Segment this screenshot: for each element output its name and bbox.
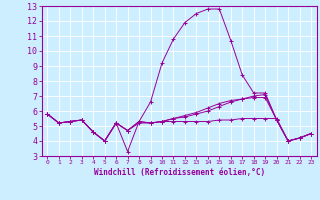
X-axis label: Windchill (Refroidissement éolien,°C): Windchill (Refroidissement éolien,°C): [94, 168, 265, 177]
